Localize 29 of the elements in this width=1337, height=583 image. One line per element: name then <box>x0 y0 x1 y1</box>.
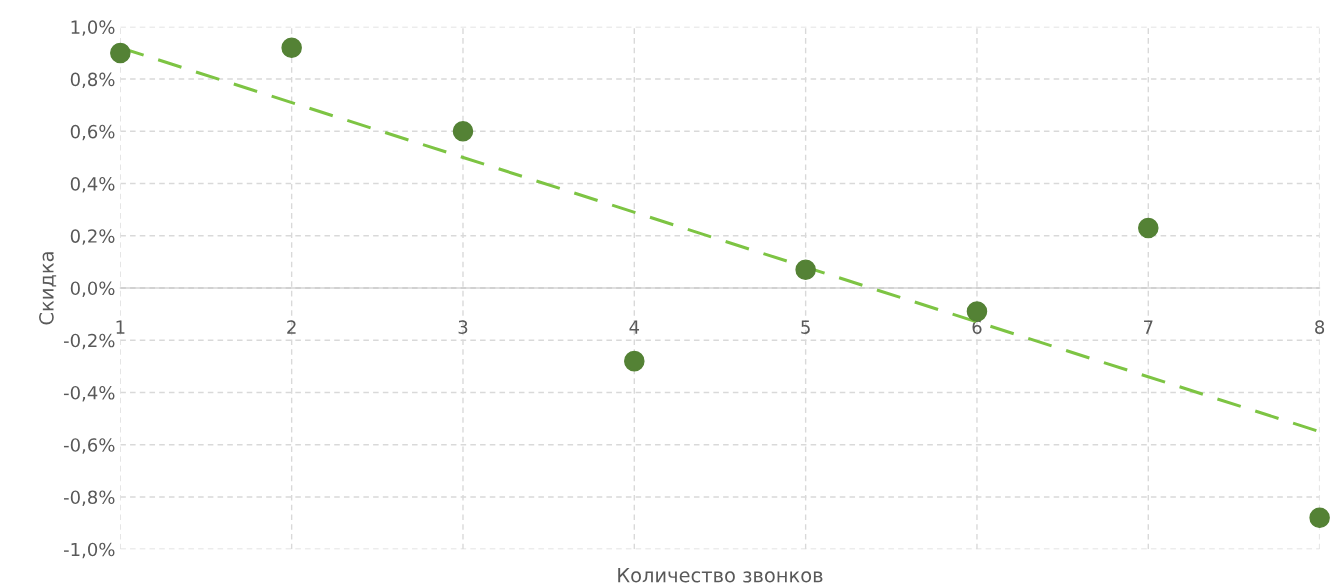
point <box>1138 217 1159 239</box>
x-tick-label: 3 <box>458 320 468 334</box>
y-tick-label: -1,0% <box>63 542 115 559</box>
point <box>966 301 988 322</box>
y-tick-label: -0,8% <box>63 490 115 506</box>
x-tick-label: 1 <box>116 320 125 334</box>
y-tick-label: 0,2% <box>70 229 115 245</box>
x-tick-label: 4 <box>629 320 640 334</box>
point <box>1309 507 1330 529</box>
y-tick-label: -0,6% <box>63 438 115 454</box>
point <box>281 37 302 58</box>
y-tick-label: -0,4% <box>63 385 115 402</box>
x-axis-title: Количество звонков <box>618 568 823 583</box>
x-tick-label: 8 <box>1315 320 1325 334</box>
x-tick-label: 5 <box>801 320 810 334</box>
y-tick-label: 0,4% <box>70 176 115 193</box>
point <box>624 350 645 372</box>
point <box>452 121 474 142</box>
x-tick-label: 7 <box>1144 320 1153 334</box>
y-tick-label: 0,6% <box>70 124 115 141</box>
point <box>795 259 816 280</box>
y-axis-title: Скидка <box>39 252 57 325</box>
y-tick-label: -0,2% <box>63 333 115 350</box>
x-tick-label: 2 <box>287 320 296 334</box>
y-tick-label: 0,8% <box>70 72 115 89</box>
y-tick-label: 0,0% <box>70 281 115 297</box>
x-tick-label: 6 <box>972 320 982 334</box>
y-tick-label: 1,0% <box>71 20 115 36</box>
point <box>110 42 131 64</box>
